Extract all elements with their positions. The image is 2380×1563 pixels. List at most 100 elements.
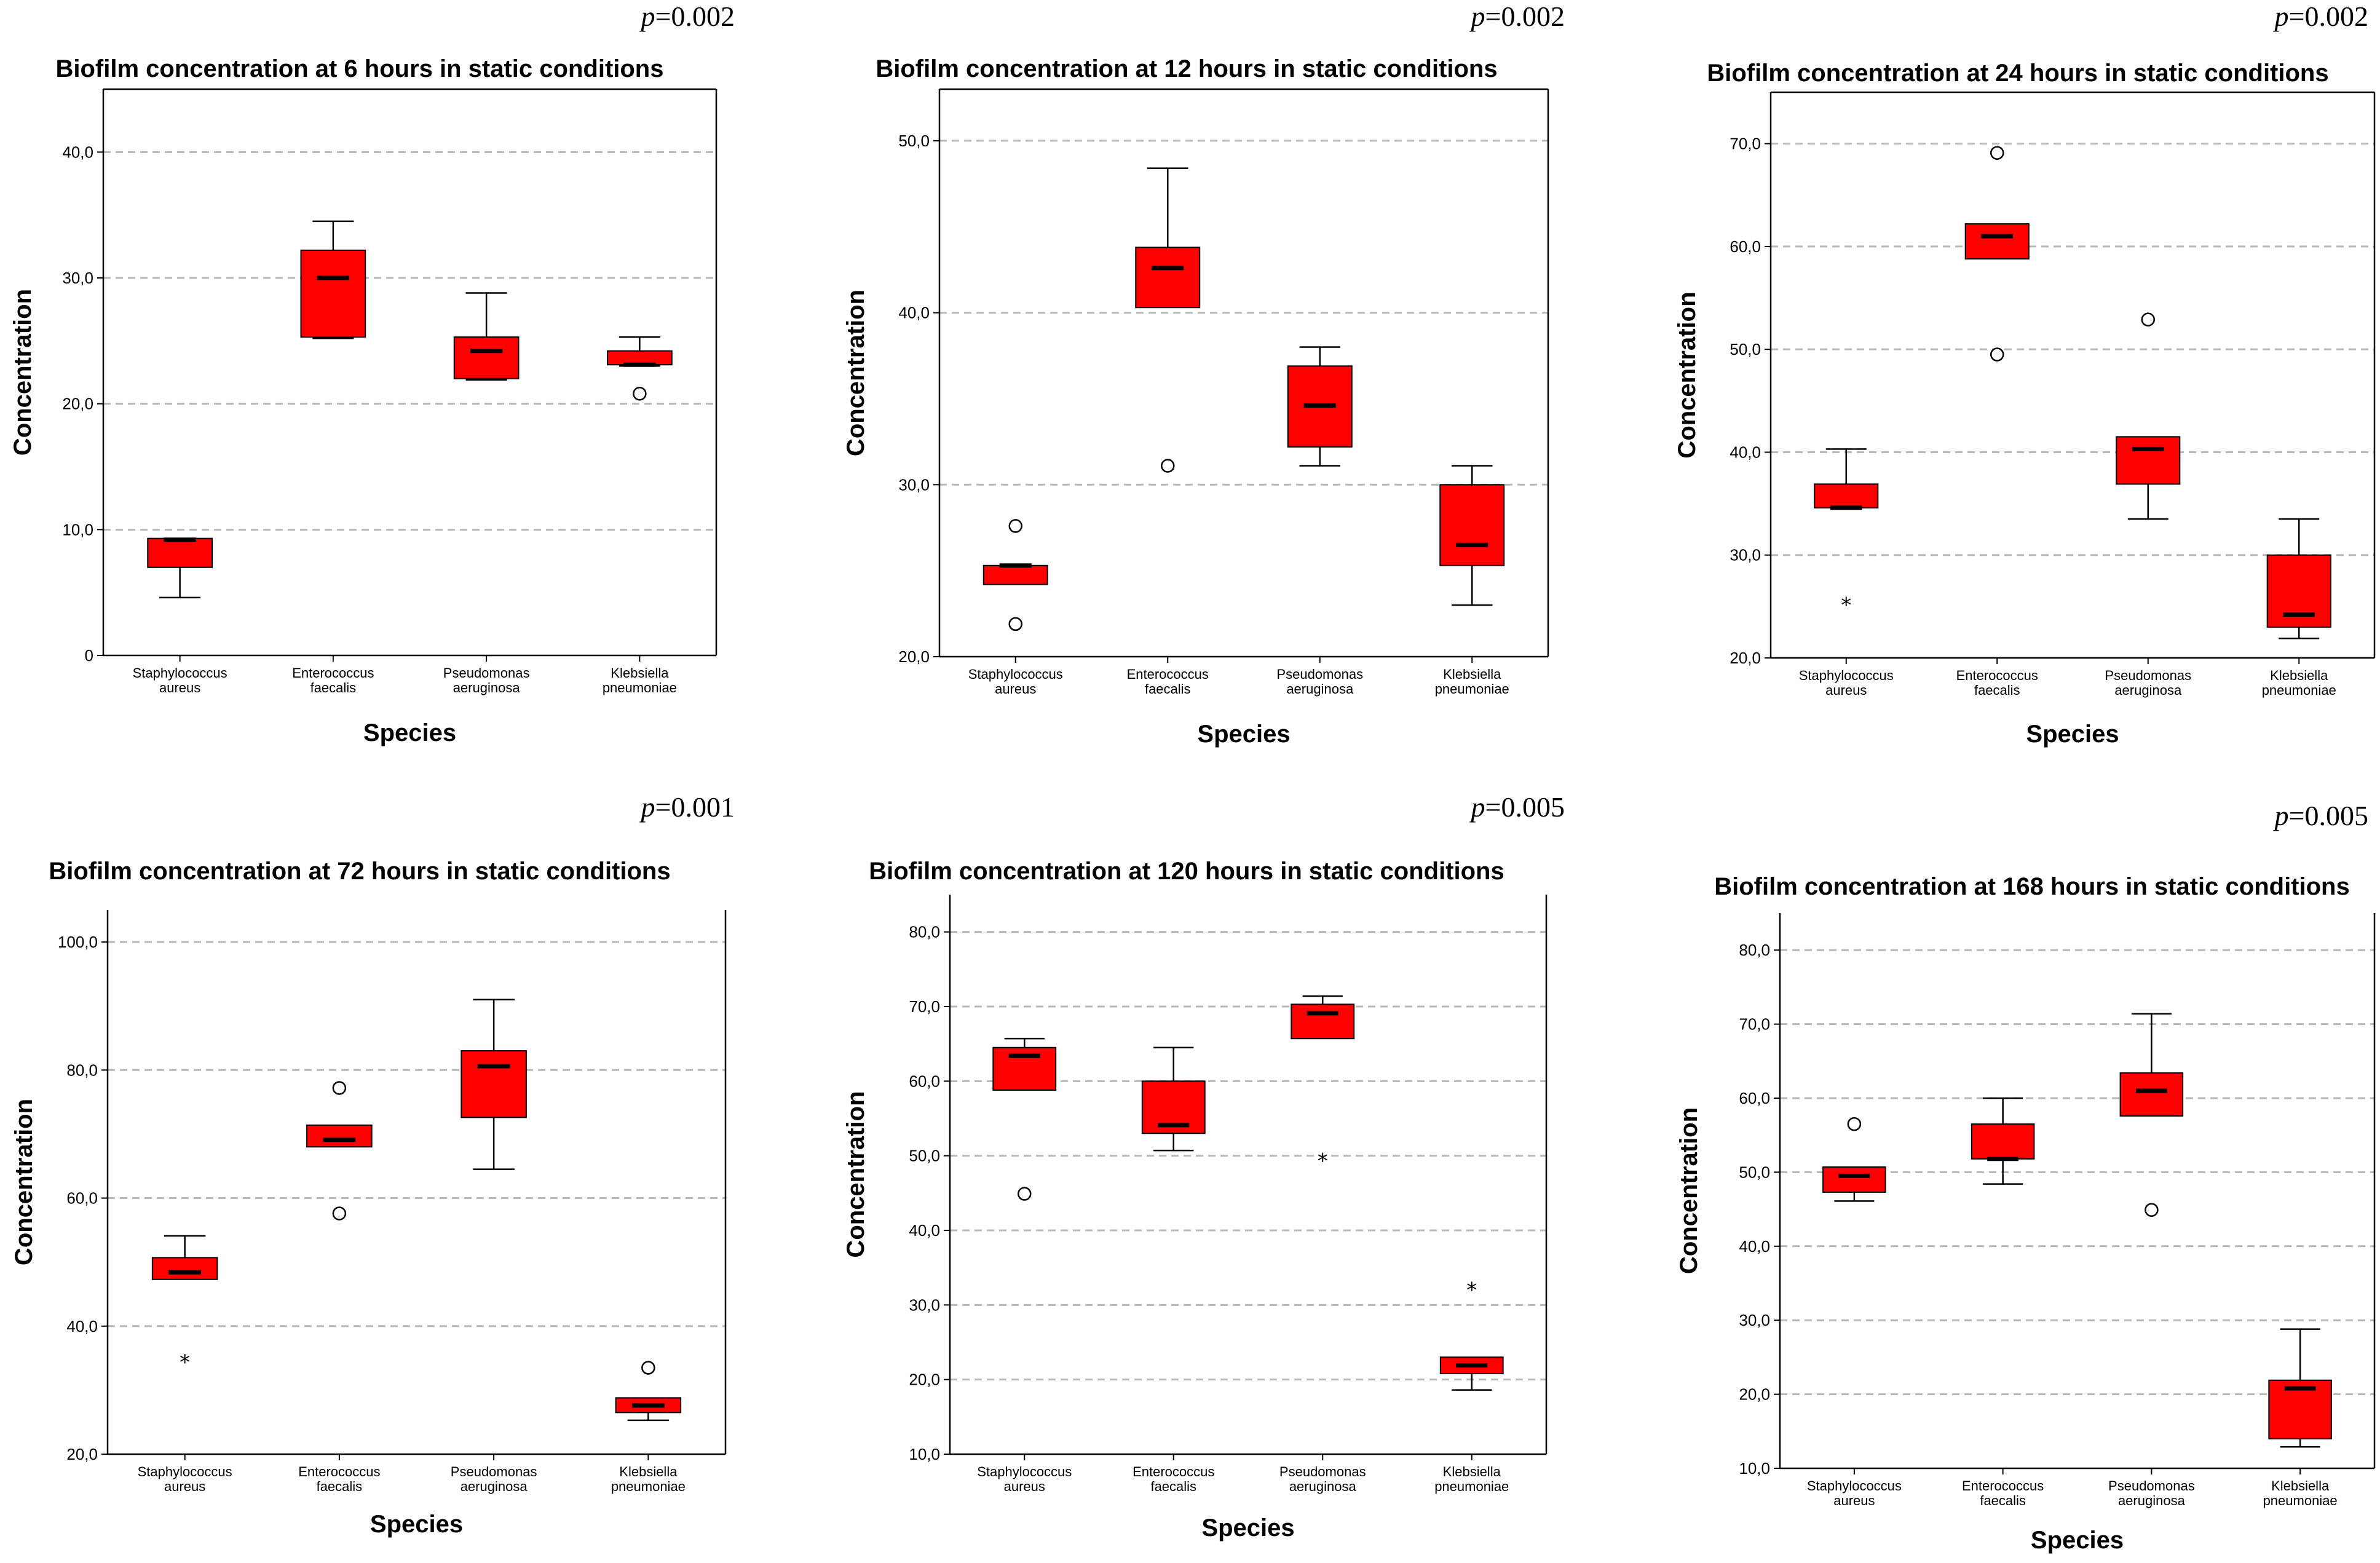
y-tick-label: 70,0 xyxy=(1730,135,1761,153)
box-plot-2 xyxy=(1135,167,1201,473)
x-tick-label: Staphylococcus xyxy=(1799,668,1894,683)
box-plot-4 xyxy=(2266,518,2331,639)
x-tick-label: faecalis xyxy=(317,1479,363,1494)
y-tick-label: 70,0 xyxy=(1739,1015,1770,1034)
y-tick-label: 10,0 xyxy=(909,1445,940,1463)
chart-panel-1: p=0.002 Biofilm concentration at 6 hours … xyxy=(9,1,735,746)
box-plot-1 xyxy=(982,519,1048,631)
x-tick-label: Enterococcus xyxy=(298,1464,380,1479)
y-tick-label: 30,0 xyxy=(909,1296,940,1314)
outlier-point xyxy=(332,1206,347,1221)
y-tick-label: 10,0 xyxy=(62,520,93,539)
x-tick-label: pneumoniae xyxy=(603,680,677,695)
box-plot-1 xyxy=(992,1037,1057,1201)
y-tick-label: 20,0 xyxy=(1739,1385,1770,1404)
box-iqr xyxy=(1814,483,1879,508)
chart-panel-2: p=0.002 Biofilm concentration at 12 hours… xyxy=(842,1,1565,748)
outlier-point xyxy=(633,387,647,401)
y-tick-label: 60,0 xyxy=(1739,1089,1770,1107)
extreme-point: * xyxy=(1841,593,1851,617)
x-tick-label: Klebsiella xyxy=(2270,668,2328,683)
chart-title: Biofilm concentration at 6 hours in stat… xyxy=(56,55,664,82)
y-tick-label: 60,0 xyxy=(1730,237,1761,256)
box-plot-3 xyxy=(453,292,520,381)
box-plot-2 xyxy=(300,220,366,339)
y-tick-label: 30,0 xyxy=(62,269,93,287)
x-tick-label: Pseudomonas xyxy=(451,1464,537,1479)
x-axis-title: Species xyxy=(1201,1514,1294,1541)
p-value-label: p=0.002 xyxy=(639,1,735,32)
y-tick-label: 50,0 xyxy=(898,132,930,150)
y-tick-label: 40,0 xyxy=(1739,1237,1770,1256)
p-value-symbol: p xyxy=(639,791,655,823)
chart-title: Biofilm concentration at 72 hours in sta… xyxy=(49,858,670,885)
x-tick-label: Staphylococcus xyxy=(968,667,1063,682)
x-tick-label: Enterococcus xyxy=(1133,1464,1214,1479)
box-plot-3 xyxy=(2119,1013,2184,1217)
p-value-number: =0.005 xyxy=(2289,800,2368,831)
x-tick-label: aureus xyxy=(1004,1479,1045,1494)
x-tick-label: faecalis xyxy=(1974,683,2020,698)
outlier-point xyxy=(1847,1117,1862,1131)
y-tick-label: 20,0 xyxy=(1730,649,1761,667)
x-tick-label: Enterococcus xyxy=(292,665,374,681)
y-tick-label: 40,0 xyxy=(62,143,93,161)
box-plot-4: * xyxy=(1439,1278,1504,1391)
x-tick-label: aureus xyxy=(1833,1493,1875,1508)
x-tick-label: aureus xyxy=(159,680,200,695)
box-plot-3: * xyxy=(1291,995,1355,1174)
x-axis-title: Species xyxy=(1197,721,1290,748)
x-tick-label: Enterococcus xyxy=(1962,1478,2044,1494)
box-iqr xyxy=(1971,1123,2035,1160)
outlier-point xyxy=(1008,519,1022,533)
outlier-point xyxy=(1008,617,1022,631)
outlier-point xyxy=(641,1361,655,1375)
chart-panel-5: p=0.005 Biofilm concentration at 120 hour… xyxy=(842,791,1565,1541)
box-plot-3 xyxy=(2116,312,2181,520)
x-tick-label: Enterococcus xyxy=(1956,668,2038,683)
x-tick-label: aeruginosa xyxy=(2114,683,2182,698)
box-plot-1 xyxy=(1822,1117,1886,1202)
x-tick-label: Pseudomonas xyxy=(2108,1478,2195,1494)
x-axis-title: Species xyxy=(2031,1527,2124,1554)
x-tick-label: Pseudomonas xyxy=(1279,1464,1366,1479)
outlier-point xyxy=(1161,459,1175,473)
y-tick-label: 20,0 xyxy=(66,1445,98,1463)
y-axis-title: Concentration xyxy=(1674,291,1701,458)
x-tick-label: aureus xyxy=(164,1479,205,1494)
x-tick-label: Staphylococcus xyxy=(1807,1478,1902,1494)
x-tick-label: aeruginosa xyxy=(1286,681,1354,697)
x-tick-label: pneumoniae xyxy=(611,1479,686,1494)
p-value-symbol: p xyxy=(1469,1,1485,32)
x-tick-label: Pseudomonas xyxy=(443,665,530,681)
p-value-label: p=0.002 xyxy=(2273,1,2368,32)
x-axis-title: Species xyxy=(2026,721,2119,748)
outlier-point xyxy=(1018,1187,1032,1201)
x-tick-label: aeruginosa xyxy=(453,680,521,695)
x-axis-title: Species xyxy=(370,1511,463,1538)
outlier-point xyxy=(1990,146,2004,160)
x-tick-label: faecalis xyxy=(1980,1493,2026,1508)
p-value-number: =0.002 xyxy=(2289,1,2368,32)
x-tick-label: faecalis xyxy=(1145,681,1191,697)
y-axis-title: Concentration xyxy=(10,1099,38,1265)
chart-panel-6: p=0.005 Biofilm concentration at 168 hour… xyxy=(1675,800,2376,1554)
y-tick-label: 40,0 xyxy=(1730,443,1761,461)
p-value-label: p=0.002 xyxy=(1469,1,1565,32)
x-tick-label: Enterococcus xyxy=(1127,667,1209,682)
y-tick-label: 20,0 xyxy=(62,395,93,413)
y-tick-label: 50,0 xyxy=(1730,340,1761,358)
x-tick-label: pneumoniae xyxy=(1435,681,1509,697)
box-plot-4 xyxy=(615,1361,682,1422)
x-tick-label: pneumoniae xyxy=(2262,683,2336,698)
box-iqr xyxy=(453,336,520,379)
x-tick-label: aeruginosa xyxy=(1289,1479,1357,1494)
x-tick-label: aeruginosa xyxy=(461,1479,528,1494)
y-tick-label: 20,0 xyxy=(898,647,930,666)
box-plot-2 xyxy=(306,1081,373,1221)
p-value-number: =0.002 xyxy=(655,1,735,32)
y-tick-label: 30,0 xyxy=(898,475,930,494)
p-value-symbol: p xyxy=(2273,800,2289,831)
box-iqr xyxy=(147,537,213,568)
